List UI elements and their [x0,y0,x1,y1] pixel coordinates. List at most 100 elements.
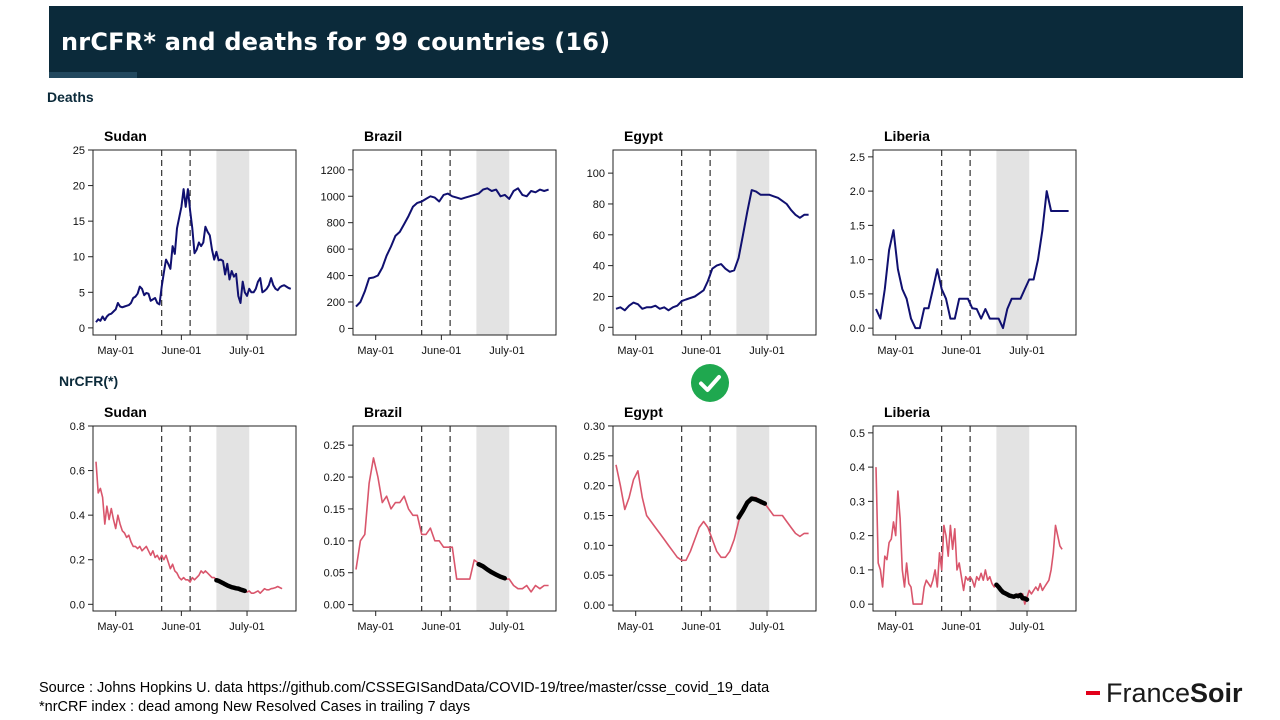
x-tick-label: May-01 [877,345,914,357]
series-line [875,190,1069,330]
x-tick-label: June-01 [941,345,981,357]
series-line [615,189,809,312]
y-tick-label: 2.0 [850,186,865,198]
logo-dash [1086,690,1100,695]
y-tick-label: 0.0 [850,323,865,335]
y-tick-label: 0.0 [70,599,85,611]
y-tick-label: 1.5 [850,220,865,232]
x-tick-label: May-01 [357,345,394,357]
y-tick-label: 0.10 [584,540,605,552]
y-tick-label: 600 [327,244,345,256]
y-tick-label: 0.15 [584,511,605,523]
shaded-window [476,426,510,611]
x-tick-label: May-01 [97,345,134,357]
plot-frame [872,425,1077,612]
chart-nrcfr-liberia: Liberia 0.0 0.1 0.2 0.3 0.4 0.5 May-01 June-01 Ju… [850,404,1077,633]
plot-frame [872,149,1077,336]
y-tick-label: 0.3 [850,496,865,508]
x-tick-label: July-01 [489,345,524,357]
y-tick-label: 40 [593,261,605,273]
x-tick-label: May-01 [357,621,394,633]
y-tick-label: 0 [339,323,345,335]
y-tick-label: 0.00 [584,600,605,612]
series-line [875,467,1063,605]
y-tick-label: 0.05 [584,570,605,582]
y-tick-label: 0.0 [850,599,865,611]
y-tick-label: 15 [73,216,85,228]
y-tick-label: 1200 [321,165,345,177]
x-tick-label: June-01 [681,621,721,633]
x-tick-label: June-01 [421,345,461,357]
shaded-window [736,426,770,611]
source-note: Source : Johns Hopkins U. data https://g… [39,680,770,696]
x-tick-label: June-01 [681,345,721,357]
x-tick-label: July-01 [1009,345,1044,357]
y-tick-label: 0 [599,322,605,334]
y-tick-label: 0.5 [850,289,865,301]
chart-nrcfr-egypt: Egypt 0.00 0.05 0.10 0.15 0.20 0.25 0.30 May-01 J… [584,404,817,633]
chart-title: Brazil [364,404,402,420]
y-tick-label: 0 [79,323,85,335]
chart-title: Liberia [884,128,930,144]
francesoir-logo: FranceSoir [1086,678,1243,710]
x-tick-label: July-01 [749,345,784,357]
logo-part-soir: Soir [1190,678,1243,708]
y-tick-label: 0.05 [324,568,345,580]
header-accent [49,72,137,78]
y-tick-label: 0.15 [324,504,345,516]
y-tick-label: 0.8 [70,421,85,433]
chart-title: Egypt [624,128,663,144]
y-tick-label: 200 [327,297,345,309]
logo-part-france: France [1106,678,1191,708]
shaded-window [216,150,250,335]
series-line [95,461,283,595]
y-tick-label: 100 [587,168,605,180]
x-tick-label: May-01 [97,621,134,633]
x-tick-label: June-01 [941,621,981,633]
chart-deaths-egypt: Egypt 0 20 40 60 80 100 May-01 June-01 July-01 [587,128,817,357]
x-tick-label: July-01 [749,621,784,633]
plot-frame [92,425,297,612]
y-tick-label: 2.5 [850,152,865,164]
y-tick-label: 0.2 [850,531,865,543]
y-tick-label: 20 [593,291,605,303]
highlight-trend [476,561,508,581]
y-tick-label: 0.25 [584,451,605,463]
chart-nrcfr-sudan: Sudan 0.0 0.2 0.4 0.6 0.8 May-01 June-01 July-01 [70,404,297,633]
checkmark-circle-icon [691,364,729,402]
y-tick-label: 0.20 [584,481,605,493]
chart-deaths-liberia: Liberia 0.0 0.5 1.0 1.5 2.0 2.5 May-01 June-01 Ju… [850,128,1077,357]
y-tick-label: 0.6 [70,466,85,478]
y-tick-label: 20 [73,181,85,193]
y-tick-label: 800 [327,218,345,230]
y-tick-label: 0.10 [324,536,345,548]
x-tick-label: May-01 [617,345,654,357]
x-tick-label: July-01 [229,621,264,633]
plot-frame [612,149,817,336]
plot-frame [92,149,297,336]
index-note: *nrCRF index : dead among New Resolved C… [39,699,471,715]
chart-deaths-sudan: Sudan 0 5 10 15 20 25 May-01 June-01 July-01 [73,128,297,357]
y-tick-label: 1.0 [850,255,865,267]
x-tick-label: July-01 [489,621,524,633]
chart-title: Sudan [104,128,147,144]
header-bar: nrCFR* and deaths for 99 countries (16) [49,6,1243,78]
y-tick-label: 0.25 [324,440,345,452]
x-tick-label: July-01 [229,345,264,357]
chart-title: Brazil [364,128,402,144]
y-tick-label: 0.4 [70,510,85,522]
y-tick-label: 25 [73,145,85,157]
series-line [95,188,292,323]
y-tick-label: 1000 [321,191,345,203]
series-line [615,464,809,562]
y-tick-label: 80 [593,199,605,211]
x-tick-label: July-01 [1009,621,1044,633]
deaths-section-label: Deaths [47,89,94,105]
y-tick-label: 60 [593,230,605,242]
shaded-window [996,426,1030,611]
x-tick-label: June-01 [161,345,201,357]
chart-title: Liberia [884,404,930,420]
y-tick-label: 0.2 [70,555,85,567]
plot-frame [352,425,557,612]
